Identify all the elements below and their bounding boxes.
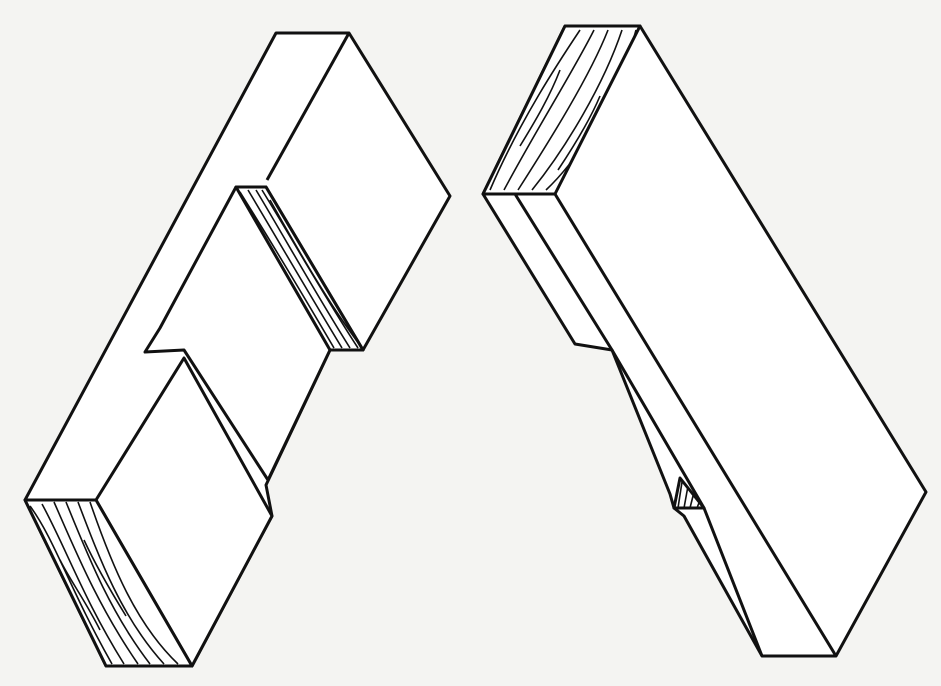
left-end-grain <box>23 498 194 668</box>
right-piece-top-edge <box>553 193 838 657</box>
left-joint-piece <box>23 31 452 668</box>
right-small-end-grain <box>672 476 706 510</box>
left-notch-end-grain <box>234 185 365 352</box>
left-piece-top-edge <box>265 32 351 181</box>
right-joint-piece <box>481 24 928 658</box>
right-piece-shoulder-line <box>513 193 764 657</box>
